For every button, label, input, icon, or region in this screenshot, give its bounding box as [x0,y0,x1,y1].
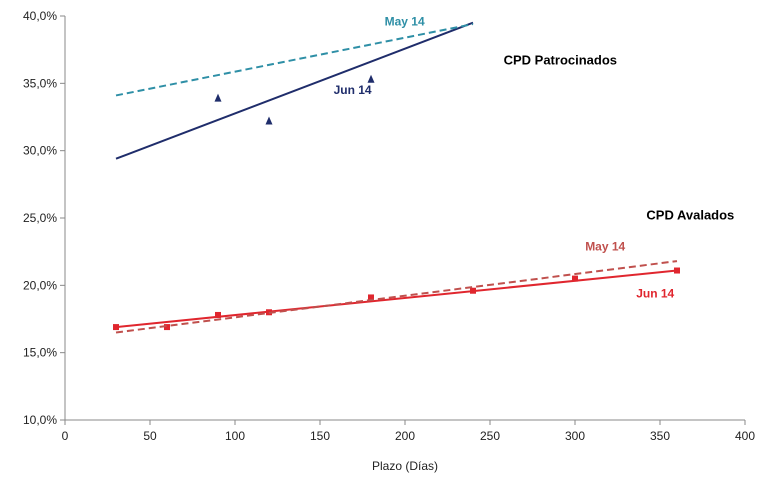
cpd-avalados-point [164,324,170,331]
cpd-patrocinados-jun-trendline [115,21,474,160]
y-tick-label: 30,0% [23,144,57,158]
annotation-label: Jun 14 [334,83,372,97]
annotation-label: May 14 [385,14,425,28]
x-tick-label: 0 [62,429,69,443]
x-tick-label: 100 [225,429,245,443]
x-tick-label: 50 [143,429,157,443]
x-tick-label: 350 [650,429,670,443]
plot-area [113,21,680,334]
y-tick-label: 35,0% [23,76,57,90]
annotation-label: Jun 14 [636,286,674,300]
x-tick-label: 150 [310,429,330,443]
axes: 10,0% 15,0% 20,0% 25,0% 30,0% 35,0% 40,0% 0 50 10… [23,9,755,443]
y-tick-label: 40,0% [23,9,57,23]
x-tick-label: 300 [565,429,585,443]
y-tick-label: 20,0% [23,278,57,292]
y-tick-label: 15,0% [23,346,57,360]
cpd-avalados-jun-trendline [115,269,678,329]
x-tick-label: 400 [735,429,755,443]
cpd-patrocinados-point [214,93,222,102]
cpd-patrocinados-may-trendline [115,23,474,97]
annotation-label: May 14 [585,239,625,253]
y-tick-label: 25,0% [23,211,57,225]
annotation-label: CPD Avalados [646,207,734,222]
y-tick-label: 10,0% [23,413,57,427]
cpd-avalados-point [368,294,374,301]
annotations: CPD Patrocinados May 14 Jun 14 CPD Avalados… [334,14,735,300]
cpd-avalados-point [215,311,221,318]
cpd-avalados-point [572,275,578,282]
x-axis-title: Plazo (Días) [372,459,438,473]
x-tick-label: 250 [480,429,500,443]
cpd-avalados-may-trendline [115,260,678,334]
cpd-patrocinados-point [265,116,273,125]
x-tick-label: 200 [395,429,415,443]
annotation-label: CPD Patrocinados [504,52,617,67]
cpd-patrocinados-point [367,74,375,83]
